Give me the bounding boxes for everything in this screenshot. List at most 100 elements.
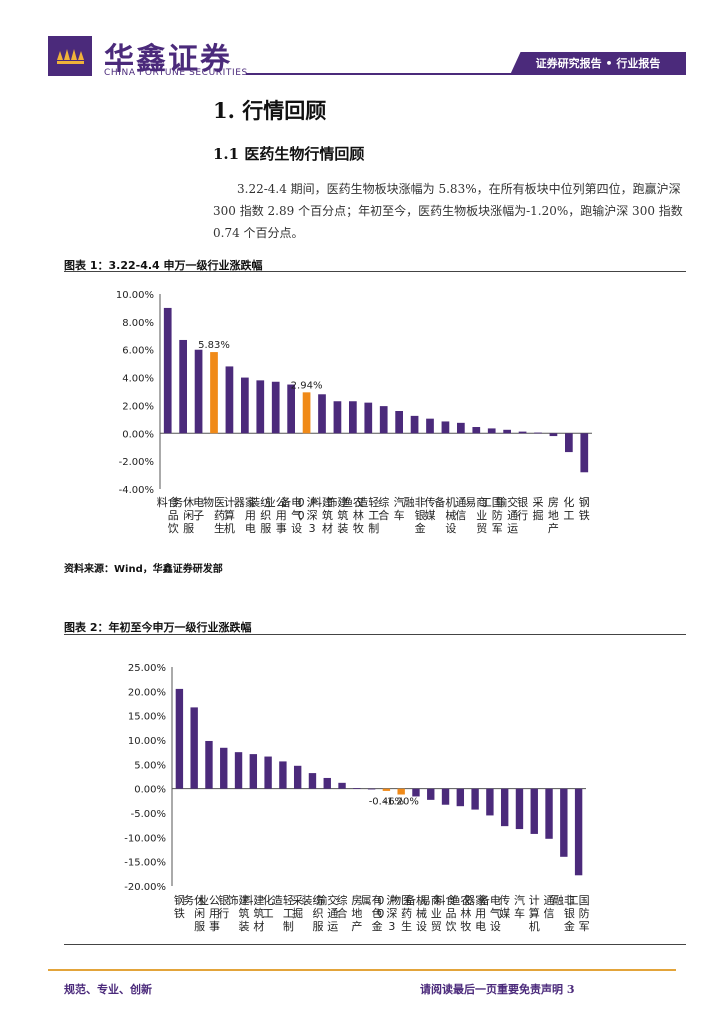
category-label: 用 — [475, 907, 486, 920]
category-label: 非 — [415, 496, 426, 509]
category-label: 生 — [401, 919, 412, 933]
category-label: 运 — [327, 920, 338, 933]
category-label: 材 — [322, 521, 333, 535]
category-label: 钢 — [579, 496, 590, 509]
bar — [457, 422, 465, 434]
category-label: 建 — [322, 495, 333, 509]
category-label: 金 — [564, 919, 575, 933]
bar — [410, 415, 419, 434]
category-label: 掘 — [533, 508, 544, 522]
category-label: 国 — [579, 894, 590, 907]
bar — [220, 747, 228, 789]
category-label: 备 — [280, 495, 291, 509]
category-label: 工 — [283, 907, 294, 920]
figure-1-rule — [64, 271, 686, 272]
category-label: 沪 — [386, 893, 397, 907]
y-tick-label: 25.00% — [128, 663, 166, 674]
bar — [395, 411, 403, 434]
category-label: 银 — [564, 906, 575, 920]
y-tick-label: 6.00% — [122, 346, 154, 357]
subsection-heading: 1.1 医药生物行情回顾 — [213, 145, 365, 163]
y-tick-label: 0.00% — [122, 429, 154, 440]
category-label: 融 — [404, 496, 415, 509]
category-label: 械 — [445, 508, 456, 522]
y-tick-label: 4.00% — [122, 374, 154, 385]
category-label: 饮 — [168, 522, 179, 535]
category-label: 铁 — [579, 509, 590, 522]
category-label: 品 — [168, 509, 179, 522]
bar — [234, 752, 243, 789]
category-label: 用 — [209, 907, 220, 920]
category-label: 有 — [372, 893, 383, 907]
y-tick-label: -20.00% — [124, 882, 166, 893]
category-label: 电 — [291, 496, 302, 509]
category-label: 医 — [401, 894, 412, 907]
category-label: 金 — [415, 521, 426, 535]
bar — [367, 788, 376, 790]
category-label: 纺 — [260, 495, 271, 509]
category-label: 筑 — [322, 508, 333, 522]
category-label: 饰 — [228, 893, 239, 907]
category-label: 子 — [193, 509, 204, 522]
category-label: 电 — [490, 894, 501, 907]
category-label: 军 — [579, 920, 590, 933]
bar — [338, 782, 346, 789]
category-label: 贸 — [431, 920, 442, 933]
category-label: 筑 — [337, 508, 348, 522]
category-label: 备 — [405, 893, 416, 907]
data-label: -1.20% — [383, 797, 418, 808]
bar — [456, 788, 465, 807]
category-label: 备 — [479, 893, 490, 907]
figure-2-title: 图表 2：年初至今申万一级行业涨跌幅 — [64, 621, 252, 634]
crown-logo-shape — [57, 49, 84, 64]
category-label: 化 — [563, 495, 574, 509]
category-label: 工 — [481, 496, 492, 509]
category-label: 易 — [465, 496, 476, 509]
category-label: 装 — [337, 522, 348, 535]
category-label: 装 — [249, 496, 260, 509]
category-label: 掘 — [292, 906, 303, 920]
brand-name: 华鑫证券 — [104, 42, 232, 77]
category-label: 林 — [460, 906, 471, 920]
bar — [364, 402, 373, 434]
category-label: 饰 — [326, 495, 337, 509]
bar — [287, 384, 295, 434]
category-label: 建 — [337, 495, 348, 509]
y-tick-label: -2.00% — [119, 457, 154, 468]
category-label: 气 — [490, 906, 501, 920]
category-label: 通 — [455, 496, 466, 509]
category-label: 通 — [327, 907, 338, 920]
category-label: 材 — [253, 919, 264, 933]
y-tick-label: -4.00% — [119, 485, 154, 496]
category-label: 色 — [372, 906, 383, 920]
category-label: 沪 — [307, 495, 318, 509]
bar — [426, 418, 434, 434]
category-label: 农 — [460, 893, 471, 907]
category-label: 轻 — [368, 495, 379, 509]
category-label: 媒 — [425, 509, 436, 522]
bar — [205, 740, 213, 789]
category-label: 0 — [298, 496, 305, 509]
bar — [500, 788, 509, 827]
category-label: 食 — [446, 893, 457, 907]
bar — [580, 433, 589, 473]
bar — [397, 788, 405, 795]
bar — [487, 428, 496, 434]
category-label: 器 — [464, 894, 475, 907]
category-label: 铁 — [174, 907, 185, 920]
header-rule — [246, 73, 686, 75]
bar — [241, 377, 249, 434]
category-label: 深 — [386, 907, 397, 920]
category-label: 公 — [276, 496, 287, 509]
category-label: 料 — [157, 495, 168, 509]
category-label: 服 — [260, 522, 271, 535]
category-label: 纺 — [312, 893, 323, 907]
bar — [472, 427, 481, 434]
category-label: 传 — [425, 496, 436, 509]
bar — [503, 429, 511, 434]
category-label: 家 — [245, 495, 256, 509]
y-tick-label: -5.00% — [131, 809, 166, 820]
category-label: 饮 — [446, 920, 457, 933]
category-label: 医 — [214, 496, 225, 509]
category-label: 用 — [276, 509, 287, 522]
